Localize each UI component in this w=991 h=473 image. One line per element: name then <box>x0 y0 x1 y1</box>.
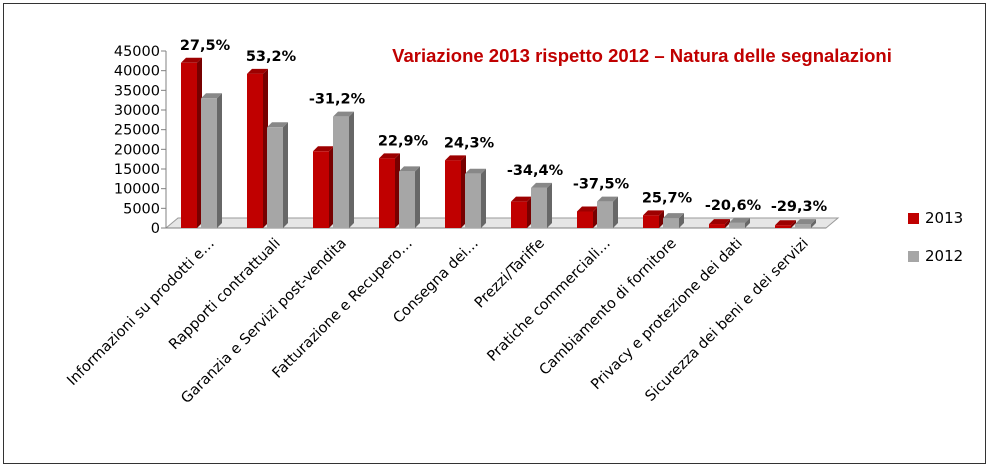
bars <box>181 57 816 229</box>
change-label-4: 24,3% <box>444 135 495 151</box>
bar-2012-9 <box>795 219 816 228</box>
y-tick-label: 5000 <box>123 201 160 217</box>
bar-2013-6 <box>577 206 598 228</box>
bar-2012-6 <box>597 196 618 228</box>
bar-2013-7 <box>643 210 664 228</box>
bar-2012-5 <box>531 182 552 228</box>
bar-2013-4 <box>445 155 466 228</box>
change-label-8: -20,6% <box>705 198 762 214</box>
x-tick-label-6: Pratiche commerciali… <box>485 236 614 365</box>
change-annotations: 27,5% 53,2% -31,2% 22,9% 24,3% -34,4% -37,5% 25… <box>180 38 828 215</box>
legend-label-2012: 2012 <box>925 247 963 265</box>
y-tick-label: 10000 <box>114 182 160 198</box>
category-labels: Informazioni su prodotti e…Rapporti cont… <box>64 235 811 406</box>
bar-2012-3 <box>399 166 420 228</box>
change-label-1: 53,2% <box>246 49 297 65</box>
x-tick-label-1: Rapporti contrattuali <box>166 236 284 354</box>
bar-2013-1 <box>247 68 268 229</box>
bar-chart: Variazione 2013 rispetto 2012 – Natura d… <box>64 38 963 407</box>
y-tick-label: 45000 <box>114 44 160 60</box>
change-label-2: -31,2% <box>309 92 366 108</box>
bar-2012-1 <box>267 122 288 228</box>
change-label-5: -34,4% <box>507 163 564 179</box>
x-tick-label-7: Cambiamento di fornitore <box>537 235 680 378</box>
bar-2012-8 <box>729 217 750 228</box>
legend-swatch-2013 <box>908 213 919 224</box>
bar-2013-0 <box>181 57 202 228</box>
bar-2013-5 <box>511 196 532 228</box>
bar-2013-9 <box>775 220 796 228</box>
chart-title: Variazione 2013 rispetto 2012 – Natura d… <box>392 45 892 66</box>
change-label-6: -37,5% <box>573 177 630 193</box>
x-tick-label-3: Fatturazione e Recupero… <box>270 236 416 382</box>
bar-2013-8 <box>709 219 730 228</box>
legend-swatch-2012 <box>908 251 919 262</box>
y-tick-label: 25000 <box>114 123 160 139</box>
bar-2013-2 <box>313 146 334 228</box>
x-tick-label-5: Prezzi/Tariffe <box>472 235 548 311</box>
y-tick-label: 40000 <box>114 64 160 80</box>
legend: 2013 2012 <box>908 209 963 265</box>
bar-2012-0 <box>201 93 222 228</box>
y-tick-label: 35000 <box>114 83 160 99</box>
legend-label-2013: 2013 <box>925 209 963 227</box>
change-label-9: -29,3% <box>771 199 828 215</box>
y-tick-label: 30000 <box>114 103 160 119</box>
bar-2012-7 <box>663 213 684 228</box>
y-tick-label: 15000 <box>114 162 160 178</box>
change-label-3: 22,9% <box>378 133 429 149</box>
y-tick-label: 20000 <box>114 142 160 158</box>
bar-2013-3 <box>379 153 400 228</box>
bar-2012-2 <box>333 111 354 228</box>
chart-frame: Variazione 2013 rispetto 2012 – Natura d… <box>3 3 986 464</box>
change-label-7: 25,7% <box>642 190 693 206</box>
bar-2012-4 <box>465 168 486 228</box>
y-tick-label: 0 <box>151 221 160 237</box>
change-label-0: 27,5% <box>180 38 231 54</box>
